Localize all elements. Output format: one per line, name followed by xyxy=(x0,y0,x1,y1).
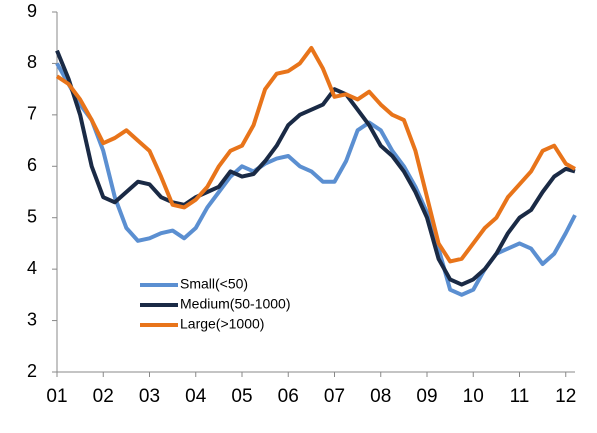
x-tick-label: 01 xyxy=(46,386,67,407)
x-tick-label: 03 xyxy=(139,386,160,407)
series-line xyxy=(55,49,576,287)
y-tick-label: 5 xyxy=(27,206,37,226)
y-tick-label: 4 xyxy=(27,258,37,278)
x-tick-label: 11 xyxy=(510,386,530,407)
series-line xyxy=(55,62,577,297)
legend-label: Medium(50-1000) xyxy=(180,296,291,312)
y-tick-label: 8 xyxy=(27,52,37,72)
x-tick-label: 09 xyxy=(416,386,437,407)
x-tick-label: 06 xyxy=(278,386,299,407)
x-tick-label: 04 xyxy=(185,386,207,407)
y-tick-label: 9 xyxy=(27,1,37,21)
x-tick-label: 10 xyxy=(463,386,484,407)
x-tick-label: 05 xyxy=(231,386,252,407)
y-tick-label: 3 xyxy=(27,309,37,329)
legend-label: Large(>1000) xyxy=(180,316,264,332)
legend-label: Small(<50) xyxy=(180,276,248,292)
x-tick-label: 07 xyxy=(324,386,345,407)
y-tick-label: 6 xyxy=(27,155,37,175)
series-line xyxy=(55,46,576,264)
x-tick-label: 02 xyxy=(93,386,114,407)
x-tick-label: 12 xyxy=(555,386,576,407)
y-tick-label: 7 xyxy=(27,104,37,124)
y-tick-label: 2 xyxy=(27,361,37,381)
x-tick-label: 08 xyxy=(370,386,391,407)
